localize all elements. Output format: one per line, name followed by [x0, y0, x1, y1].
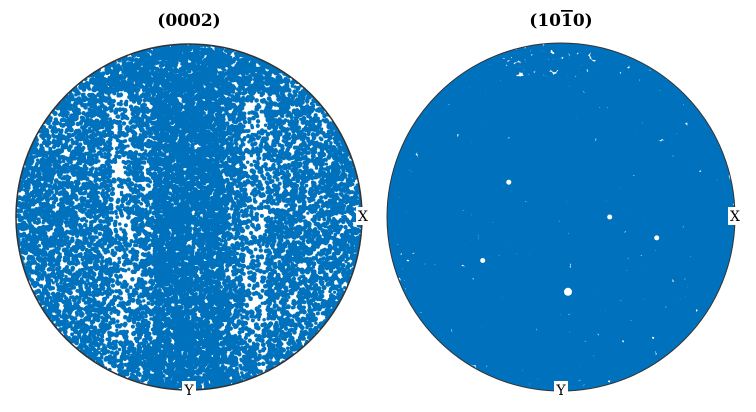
pole-point	[263, 123, 268, 127]
pole-point	[128, 120, 133, 125]
pole-point	[74, 204, 80, 210]
pole-figure-0002: (0002) X Y	[15, 11, 370, 399]
pole-point	[101, 296, 108, 302]
pole-point	[239, 357, 243, 362]
pole-point	[258, 248, 263, 253]
pole-point	[285, 346, 290, 351]
pole-points-0002	[16, 44, 362, 390]
pole-point	[245, 72, 249, 76]
pole-point	[113, 229, 119, 234]
pole-point	[109, 191, 116, 197]
pole-point	[336, 219, 341, 224]
pole-point	[259, 109, 264, 114]
pole-point	[143, 280, 148, 285]
pole-point	[324, 162, 329, 166]
pole-point	[118, 222, 122, 226]
pole-point	[325, 149, 330, 154]
pole-point	[117, 256, 122, 261]
pole-point	[62, 294, 67, 298]
pole-point	[260, 288, 265, 293]
pole-point	[60, 128, 64, 132]
pole-point	[130, 277, 135, 282]
pole-point	[314, 321, 318, 325]
pole-point	[313, 227, 318, 232]
pole-point	[310, 153, 316, 159]
pole-figure-title: (0002)	[157, 11, 220, 31]
pole-point	[295, 103, 299, 108]
pole-point	[247, 338, 252, 343]
pole-point	[280, 114, 285, 119]
pole-point	[124, 288, 130, 294]
pole-point	[248, 230, 254, 236]
pole-point	[262, 318, 266, 322]
pole-point	[70, 332, 75, 337]
pole-point	[306, 211, 310, 215]
pole-point	[260, 361, 266, 367]
